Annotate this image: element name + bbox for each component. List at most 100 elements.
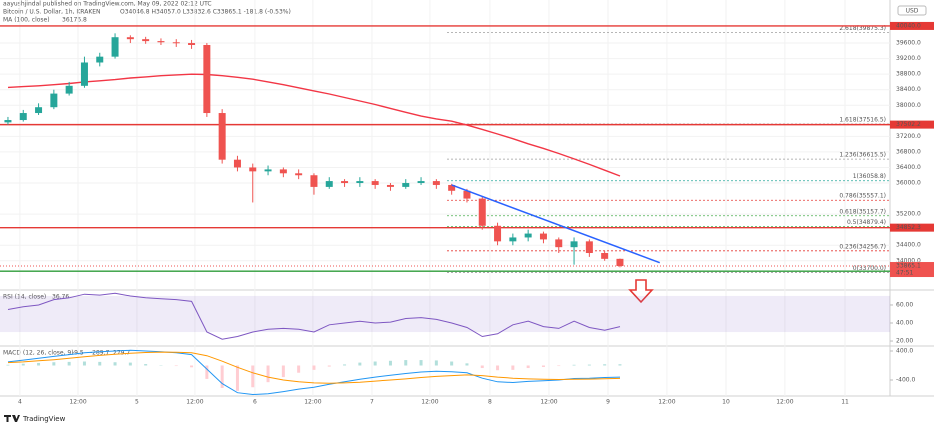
rsi-name: RSI (14, close) (3, 294, 46, 301)
candle-body (539, 233, 547, 240)
fib-label: 0.5(34879.4) (847, 219, 886, 226)
candle-body (371, 181, 379, 185)
fib-label: 1.236(36615.5) (839, 152, 886, 159)
candle-body (448, 184, 456, 191)
rsi-tick-label: 20.00 (896, 338, 913, 345)
y-tick-label: 36400.0 (896, 164, 921, 171)
countdown: 47:51 (896, 270, 913, 277)
level-tag-label: 37502.2 (896, 121, 921, 128)
candle-body (249, 167, 257, 172)
currency-box (897, 5, 927, 16)
y-tick-label: 35200.0 (896, 211, 921, 218)
candle-body (417, 181, 425, 184)
level-tag-label: 40040.0 (896, 22, 921, 29)
last-price-tag (890, 262, 934, 278)
ma-last: 36176.8 (62, 17, 87, 24)
candle-body (616, 258, 624, 267)
candle-body (218, 113, 226, 160)
x-tick-label: 6 (253, 399, 257, 406)
ma-name: MA (100, close) (3, 17, 50, 24)
x-tick-label: 12:00 (304, 399, 321, 406)
ohlc: O34046.8 H34057.0 L33832.6 C33865.1 -181… (120, 9, 291, 16)
rsi-tick-label: 40.00 (896, 320, 913, 327)
down-arrow (628, 279, 654, 304)
candle-body (264, 169, 272, 172)
x-tick-label: 4 (18, 399, 22, 406)
candle-body (4, 120, 12, 123)
y-tick-label: 34000.0 (896, 257, 921, 264)
currency: USD (906, 8, 919, 15)
level-tag (890, 120, 934, 129)
candle-body (325, 181, 333, 187)
candle-body (50, 93, 58, 108)
y-tick-label: 38800.0 (896, 71, 921, 78)
candle-body (386, 184, 394, 187)
x-tick-label: 12:00 (421, 399, 438, 406)
level-tag (890, 223, 934, 232)
fib-label: 1(36058.8) (853, 173, 886, 180)
fib-label: 0.786(35557.1) (839, 193, 886, 200)
x-tick-label: 9 (606, 399, 610, 406)
rsi-tick-label: 60.00 (896, 301, 913, 308)
y-tick-label: 36800.0 (896, 148, 921, 155)
candle-body (65, 85, 73, 94)
candle-body (111, 37, 119, 57)
macd-tick-label: 400.0 (896, 348, 913, 355)
y-tick-label: 36000.0 (896, 180, 921, 187)
ma-line (7, 73, 621, 177)
candle-body (19, 113, 27, 121)
macd-name: MACD (12, 26, close, 9) (3, 350, 74, 357)
fib-label: 0.618(35157.7) (839, 208, 886, 215)
x-tick-label: 10 (722, 399, 730, 406)
candle-body (295, 173, 303, 176)
candle-body (188, 43, 196, 45)
candle-body (80, 62, 88, 86)
x-tick-label: 12:00 (186, 399, 203, 406)
candle-body (142, 39, 150, 42)
candle-body (494, 225, 502, 242)
trendline (451, 184, 660, 264)
candle-body (203, 44, 211, 114)
macd-line (7, 349, 621, 396)
y-tick-label: 38000.0 (896, 102, 921, 109)
candle-body (96, 56, 104, 63)
candle-body (157, 41, 165, 43)
candle-body (478, 198, 486, 226)
x-tick-label: 12:00 (69, 399, 86, 406)
rsi-band (0, 295, 890, 333)
y-tick-label: 39600.0 (896, 40, 921, 47)
candle-body (172, 42, 180, 44)
level-tag (890, 21, 934, 30)
candle-body (509, 237, 517, 242)
level-tag-label: 34852.3 (896, 224, 921, 231)
rsi-line (7, 292, 621, 340)
candle-body (126, 37, 134, 40)
candle-body (570, 241, 578, 248)
candle-body (279, 169, 287, 174)
candle-body (310, 175, 318, 187)
fib-label: 0.236(34256.7) (839, 243, 886, 250)
macd-last: 279.7 (113, 350, 130, 357)
y-tick-label: 39200.0 (896, 55, 921, 62)
candle-body (356, 181, 364, 184)
candle-body (233, 159, 241, 168)
macd-last: -289.7 (90, 350, 110, 357)
footer: TradingView (22, 415, 66, 423)
y-tick-label: 38400.0 (896, 86, 921, 93)
x-tick-label: 12:00 (776, 399, 793, 406)
candle-body (585, 241, 593, 254)
chart-title: Bitcoin / U.S. Dollar, 1h, KRAKEN (3, 9, 101, 16)
candle-body (341, 181, 349, 184)
y-tick-label: 34400.0 (896, 242, 921, 249)
candle-body (524, 233, 532, 238)
candle-body (555, 239, 563, 248)
candle-body (463, 190, 471, 199)
x-tick-label: 11 (841, 399, 849, 406)
y-tick-label: 37200.0 (896, 133, 921, 140)
x-tick-label: 5 (135, 399, 139, 406)
candle-body (432, 181, 440, 185)
candle-body (601, 253, 609, 259)
candle-body (35, 107, 43, 114)
